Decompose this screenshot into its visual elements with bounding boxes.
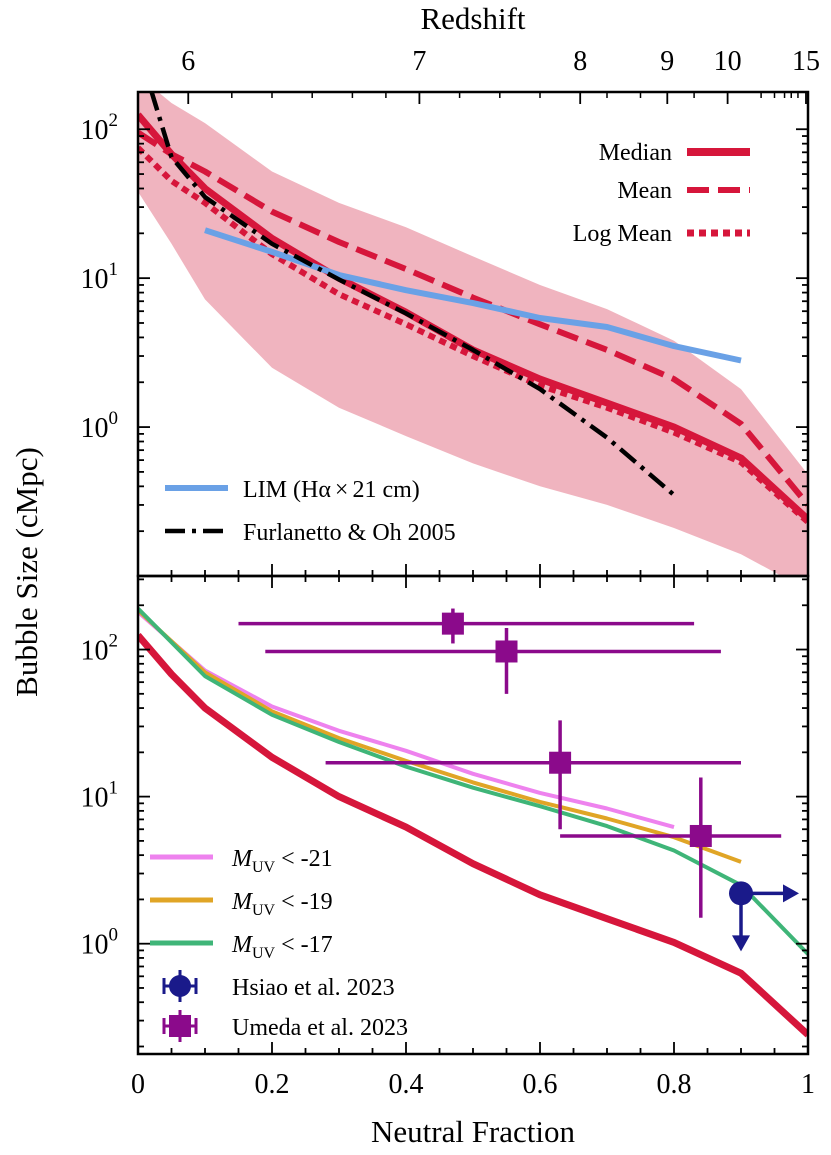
bot-series-0-line (138, 633, 808, 1038)
legend-lim-times: × (335, 477, 349, 503)
legend-muv19-sub: UV (252, 902, 276, 919)
bot-ytick-label-base: 10 (81, 930, 109, 961)
bot-series-1-line (138, 610, 675, 830)
legend-muv17-rest: < -17 (275, 932, 333, 958)
legend-muv21-m: M (231, 846, 254, 872)
redshift-tick-label-3: 9 (660, 46, 674, 77)
legend-furlanetto-label: Furlanetto & Oh 2005 (243, 520, 456, 546)
bot-obs-0-pt-0-ylimit-arrow (732, 935, 750, 952)
bot-series-2-line (138, 608, 742, 864)
xtick-label-1: 0.2 (255, 1069, 290, 1100)
legend-lim-suffix: 21 cm) (352, 477, 419, 503)
top-ytick-label-base: 10 (81, 413, 109, 444)
legend-lim-prefix: LIM (Hα (243, 477, 331, 503)
bot-ytick-label-exp: 1 (109, 778, 119, 799)
bot-obs-1-pt-0-marker (441, 612, 464, 635)
redshift-tick-label-5: 15 (792, 46, 820, 77)
bot-obs-1-pt-1-marker (495, 640, 518, 663)
top-series-4-line (149, 92, 676, 497)
legend-muv19-rest: < -19 (275, 889, 333, 915)
top-ytick-label-exp: 1 (109, 259, 119, 280)
bottom-panel-frame (136, 574, 810, 1056)
top-ytick-label-base: 10 (81, 264, 109, 295)
legend-lim-label: LIM (Hα × 21 cm) (243, 477, 420, 503)
legend-muv19-m: M (231, 889, 254, 915)
bot-ytick-label-base: 10 (81, 783, 109, 814)
redshift-tick-label-1: 7 (412, 46, 426, 77)
legend-muv17-sub: UV (252, 945, 276, 962)
legend-muv21-label: MUV < -21 (231, 846, 333, 876)
legend-hsiao-label: Hsiao et al. 2023 (232, 975, 395, 1001)
top-ytick-label-exp: 0 (109, 408, 119, 429)
legend-muv21-rest: < -21 (275, 846, 333, 872)
legend-upper: Median Mean Log Mean (573, 140, 750, 247)
top-ytick-label-base: 10 (81, 115, 109, 146)
top-series-1-line (138, 129, 808, 507)
bot-obs-0-pt-0-marker (729, 881, 753, 906)
xtick-label-5: 1 (801, 1069, 815, 1100)
legend-muv19-label: MUV < -19 (231, 889, 333, 919)
bot-obs-1-pt-2-marker (549, 751, 572, 774)
legend-umeda-label: Umeda et al. 2023 (232, 1015, 408, 1041)
xtick-label-0: 0 (131, 1069, 145, 1100)
top-ytick-label-2: 100 (81, 408, 119, 444)
legend-mean-label: Mean (617, 178, 672, 204)
x-axis-label: Neutral Fraction (371, 1114, 576, 1149)
top-ytick-label-1: 101 (81, 259, 119, 295)
top-ytick-label-exp: 2 (109, 110, 119, 131)
bot-ytick-label-base: 10 (81, 636, 109, 667)
bot-ytick-label-exp: 0 (109, 925, 119, 946)
top-axis-label: Redshift (420, 1, 525, 36)
legend-logmean-label: Log Mean (573, 221, 672, 247)
bot-ytick-label-1: 101 (81, 778, 119, 814)
top-ytick-label-0: 102 (81, 110, 119, 146)
top-series-2-line (138, 145, 808, 525)
xtick-label-4: 0.8 (657, 1069, 692, 1100)
bot-series-3-line (138, 607, 808, 956)
redshift-tick-label-4: 10 (714, 46, 742, 77)
top-series-3-line (204, 227, 742, 364)
legend-lower: LIM (Hα × 21 cm) Furlanetto & Oh 2005 (165, 477, 456, 546)
legend-hsiao-marker (162, 970, 198, 1002)
y-axis-label: Bubble Size (cMpc) (9, 447, 44, 697)
bot-ytick-label-exp: 2 (109, 631, 119, 652)
xtick-label-2: 0.4 (389, 1069, 424, 1100)
bot-ytick-label-0: 102 (81, 631, 119, 667)
legend-muv17-label: MUV < -17 (231, 932, 333, 962)
legend-muv21-sub: UV (252, 859, 276, 876)
xtick-label-3: 0.6 (523, 1069, 558, 1100)
redshift-tick-label-2: 8 (573, 46, 587, 77)
bot-obs-0-pt-0-xlimit-arrow (783, 884, 799, 903)
top-band (138, 92, 808, 576)
legend-umeda-marker (162, 1010, 198, 1042)
bot-obs-1-pt-3-marker (689, 824, 712, 847)
legend-median-label: Median (599, 140, 672, 166)
redshift-tick-label-0: 6 (181, 46, 195, 77)
legend-muv17-m: M (231, 932, 254, 958)
legend-bottom: MUV < -21 MUV < -19 MUV < -17 Hsiao et a… (150, 846, 408, 1042)
bot-ytick-label-2: 100 (81, 925, 119, 961)
